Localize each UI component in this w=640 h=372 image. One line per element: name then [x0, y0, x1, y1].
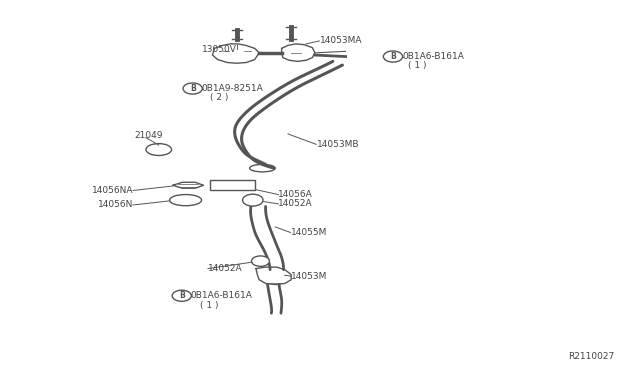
- Text: ( 1 ): ( 1 ): [408, 61, 427, 70]
- Text: 14053M: 14053M: [291, 272, 328, 280]
- Text: ( 2 ): ( 2 ): [210, 93, 228, 102]
- Text: 14052A: 14052A: [278, 199, 313, 208]
- Text: 14056N: 14056N: [98, 201, 133, 209]
- Text: B: B: [179, 291, 184, 300]
- Text: ( 1 ): ( 1 ): [200, 301, 218, 310]
- Text: R2110027: R2110027: [568, 352, 614, 361]
- Circle shape: [243, 194, 263, 206]
- Text: 13050V: 13050V: [202, 45, 237, 54]
- Circle shape: [383, 51, 403, 62]
- Text: 0B1A6-B161A: 0B1A6-B161A: [191, 291, 253, 300]
- Text: 14053MA: 14053MA: [320, 36, 362, 45]
- Text: 14056NA: 14056NA: [92, 186, 133, 195]
- Circle shape: [172, 290, 191, 301]
- Text: 14056A: 14056A: [278, 190, 313, 199]
- Text: 0B1A9-8251A: 0B1A9-8251A: [202, 84, 263, 93]
- Text: B: B: [190, 84, 195, 93]
- Text: 21049: 21049: [134, 131, 163, 140]
- Text: B: B: [390, 52, 396, 61]
- Text: 14052A: 14052A: [208, 264, 243, 273]
- Text: 14055M: 14055M: [291, 228, 328, 237]
- Text: 14053MB: 14053MB: [317, 140, 359, 149]
- Circle shape: [252, 256, 269, 266]
- Circle shape: [183, 83, 202, 94]
- Text: 0B1A6-B161A: 0B1A6-B161A: [402, 52, 464, 61]
